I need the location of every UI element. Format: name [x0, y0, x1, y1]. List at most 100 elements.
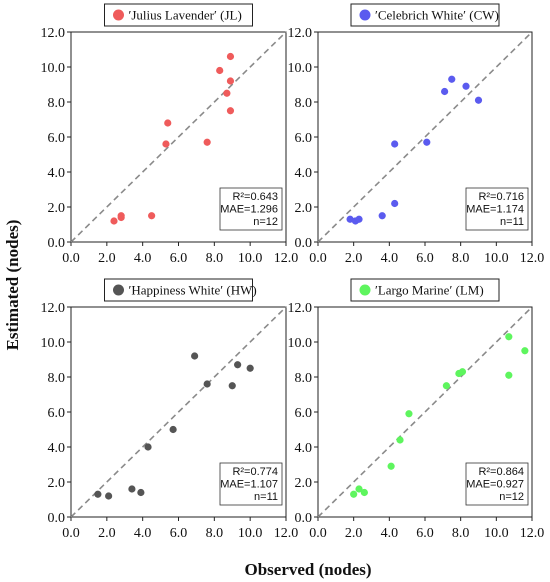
y-tick-label: 10.0 — [288, 61, 313, 76]
data-point-cw — [355, 215, 363, 223]
stat-line-hw: MAE=1.107 — [220, 479, 278, 491]
x-tick-label: 0.0 — [62, 526, 80, 541]
stat-line-cw: MAE=1.174 — [466, 204, 524, 216]
data-point-jl — [216, 66, 224, 75]
data-point-hw — [128, 485, 136, 493]
legend-label-cw: ′Celebrich White′ (CW) — [375, 8, 499, 23]
data-point-lm — [505, 371, 513, 379]
x-tick-label: 2.0 — [98, 251, 116, 266]
data-point-lm — [505, 333, 513, 341]
y-tick-label: 6.0 — [295, 131, 313, 146]
x-tick-label: 10.0 — [238, 526, 263, 541]
stat-line-hw: n=11 — [254, 491, 278, 503]
x-tick-label: 6.0 — [170, 526, 188, 541]
y-tick-label: 12.0 — [41, 26, 66, 41]
stat-line-hw: R²=0.774 — [232, 466, 278, 478]
legend-box-hw — [104, 278, 253, 302]
y-tick-label: 2.0 — [295, 476, 313, 491]
data-point-jl — [226, 77, 235, 85]
data-point-jl — [162, 140, 170, 148]
data-point-hw — [105, 492, 113, 500]
x-tick-label: 2.0 — [98, 526, 116, 541]
y-tick-label: 2.0 — [295, 201, 313, 216]
legend-box-jl — [104, 3, 253, 27]
data-point-cw — [448, 75, 456, 83]
x-tick-label: 10.0 — [484, 526, 509, 541]
x-tick-label: 0.0 — [309, 251, 327, 266]
y-tick-label: 4.0 — [48, 441, 66, 456]
stat-line-cw: n=11 — [500, 216, 524, 228]
y-tick-label: 2.0 — [48, 476, 66, 491]
data-point-hw — [94, 490, 102, 498]
x-tick-label: 12.0 — [520, 526, 545, 541]
data-point-jl — [148, 212, 156, 220]
panel-lm: 0.0 2.0 4.0 6.0 8.0 10.0 12.0 0.0 2.0 4.0 6.0 8.0 10… — [288, 278, 545, 541]
y-axis-label: Estimated (nodes) — [3, 220, 22, 351]
legend-label-hw: ′Happiness White′ (HW) — [129, 283, 257, 298]
x-tick-label: 8.0 — [452, 526, 470, 541]
x-tick-label: 8.0 — [206, 251, 224, 266]
legend-box-cw — [350, 3, 500, 27]
data-point-lm — [405, 410, 413, 418]
y-tick-label: 10.0 — [41, 61, 66, 76]
y-tick-label: 0.0 — [295, 511, 313, 526]
y-tick-label: 8.0 — [48, 371, 66, 386]
data-point-hw — [144, 443, 152, 451]
data-point-lm — [355, 485, 363, 493]
data-point-jl — [203, 138, 211, 146]
data-point-cw — [391, 140, 399, 148]
y-tick-label: 6.0 — [48, 406, 66, 421]
data-point-cw — [391, 199, 399, 208]
stat-line-lm: MAE=0.927 — [466, 479, 524, 491]
stats-box-jl — [219, 187, 283, 231]
data-point-lm — [360, 488, 368, 497]
x-tick-label: 8.0 — [206, 526, 224, 541]
data-point-cw — [462, 82, 470, 90]
reference-line-hw — [70, 306, 287, 518]
y-tick-label: 12.0 — [288, 26, 313, 41]
data-point-hw — [234, 361, 242, 369]
x-tick-label: 12.0 — [520, 251, 545, 266]
y-tick-label: 6.0 — [48, 131, 66, 146]
y-tick-label: 4.0 — [48, 166, 66, 181]
x-tick-label: 0.0 — [309, 526, 327, 541]
data-point-lm — [458, 368, 467, 376]
stat-line-cw: R²=0.716 — [478, 191, 524, 203]
legend-marker-lm — [359, 284, 371, 296]
x-axis-label: Observed (nodes) — [244, 560, 371, 579]
x-tick-label: 2.0 — [345, 526, 363, 541]
y-tick-label: 4.0 — [295, 441, 313, 456]
data-point-cw — [423, 138, 431, 146]
data-point-hw — [246, 364, 254, 372]
stat-line-jl: MAE=1.296 — [220, 204, 278, 216]
x-tick-label: 6.0 — [416, 526, 434, 541]
x-tick-label: 10.0 — [238, 251, 263, 266]
x-tick-label: 10.0 — [484, 251, 509, 266]
y-tick-label: 8.0 — [295, 371, 313, 386]
legend-marker-cw — [359, 9, 371, 21]
x-tick-label: 8.0 — [452, 251, 470, 266]
stats-box-lm — [465, 462, 529, 506]
stat-line-lm: R²=0.864 — [478, 466, 524, 478]
legend-box-lm — [350, 278, 500, 302]
y-tick-label: 0.0 — [48, 236, 66, 251]
y-tick-label: 12.0 — [41, 301, 66, 316]
data-point-lm — [350, 490, 358, 498]
data-point-lm — [521, 347, 529, 355]
x-tick-label: 4.0 — [134, 526, 152, 541]
y-tick-label: 10.0 — [288, 336, 313, 351]
data-point-cw — [378, 212, 386, 220]
legend-marker-hw — [113, 284, 124, 296]
stat-line-jl: R²=0.643 — [232, 191, 278, 203]
panel-jl: 0.0 2.0 4.0 6.0 8.0 10.0 12.0 0.0 2.0 4.0 6.0 8.0 10… — [41, 3, 298, 266]
stats-box-cw — [465, 187, 529, 231]
x-tick-label: 6.0 — [416, 251, 434, 266]
data-point-lm — [396, 436, 404, 444]
y-tick-label: 12.0 — [288, 301, 313, 316]
data-point-hw — [228, 382, 236, 390]
x-tick-label: 4.0 — [134, 251, 152, 266]
x-tick-label: 2.0 — [345, 251, 363, 266]
data-point-jl — [164, 119, 172, 127]
y-tick-label: 0.0 — [295, 236, 313, 251]
y-tick-label: 8.0 — [48, 96, 66, 111]
